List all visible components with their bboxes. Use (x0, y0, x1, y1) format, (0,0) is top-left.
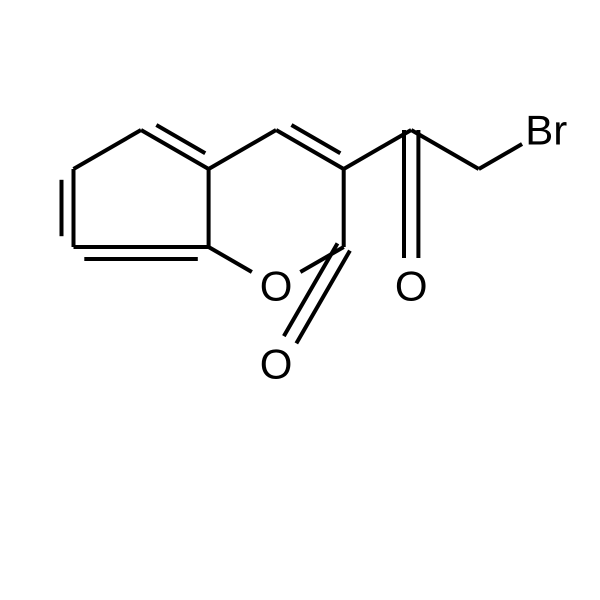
molecule-diagram: BrOOO (0, 0, 600, 600)
atom-label-o: O (260, 341, 293, 388)
atom-label-o: O (260, 263, 293, 310)
atom-label-o: O (395, 263, 428, 310)
atom-label-br: Br (525, 107, 567, 154)
